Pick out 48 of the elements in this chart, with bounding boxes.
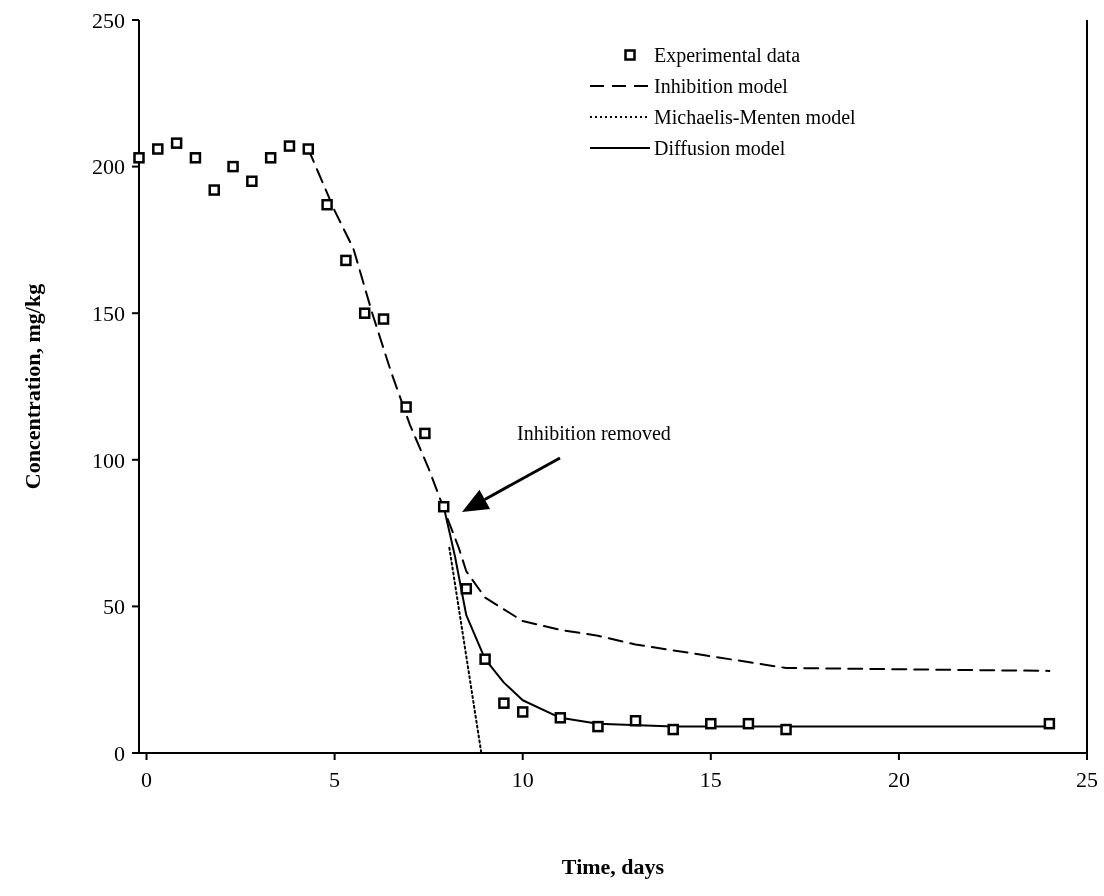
legend-label: Inhibition model: [654, 75, 789, 97]
point: [321, 198, 333, 211]
point: [516, 706, 529, 718]
point: [705, 717, 717, 730]
annotation: Inhibition removed: [517, 422, 671, 444]
x-tick-label: 15: [699, 767, 722, 792]
point: [227, 160, 239, 173]
legend-label: Experimental data: [654, 44, 801, 67]
y-tick-label: 50: [103, 594, 125, 620]
point: [208, 184, 220, 196]
x-axis-title: Time, days: [561, 854, 665, 879]
point: [437, 500, 450, 513]
point: [377, 313, 390, 325]
y-tick-label: 150: [92, 300, 125, 326]
legend-label: Diffusion model: [654, 137, 786, 159]
x-tick-label: 5: [329, 767, 341, 792]
point: [133, 152, 145, 164]
point: [358, 307, 371, 319]
point: [667, 723, 679, 736]
x-tick-label: 10: [511, 767, 534, 792]
point: [283, 140, 296, 152]
point: [592, 720, 604, 733]
point: [340, 254, 352, 267]
legend-label: Michaelis-Menten model: [654, 106, 857, 128]
x-tick-label: 20: [887, 767, 910, 792]
x-tick-label: 25: [1076, 767, 1098, 792]
point: [152, 143, 164, 155]
point: [264, 152, 277, 164]
point: [629, 715, 642, 727]
point: [170, 137, 183, 149]
y-tick-label: 0: [114, 740, 125, 766]
point: [780, 723, 792, 736]
point: [498, 697, 510, 709]
point: [479, 653, 491, 665]
point: [302, 143, 315, 155]
point: [400, 401, 412, 413]
y-tick-label: 250: [92, 7, 125, 33]
y-tick-label: 200: [92, 154, 125, 180]
point: [554, 712, 567, 724]
point: [246, 175, 258, 188]
x-tick-label: 0: [141, 767, 153, 792]
point: [419, 427, 431, 440]
point: [1043, 717, 1056, 730]
point: [460, 583, 473, 595]
point: [742, 717, 755, 730]
point: [189, 152, 202, 164]
y-tick-label: 100: [92, 447, 125, 473]
y-axis-title: Concentration, mg/kg: [20, 283, 45, 490]
